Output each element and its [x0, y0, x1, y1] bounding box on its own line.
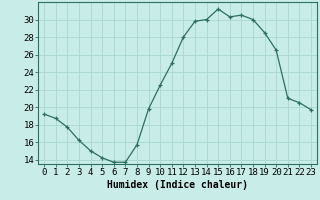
X-axis label: Humidex (Indice chaleur): Humidex (Indice chaleur)	[107, 180, 248, 190]
